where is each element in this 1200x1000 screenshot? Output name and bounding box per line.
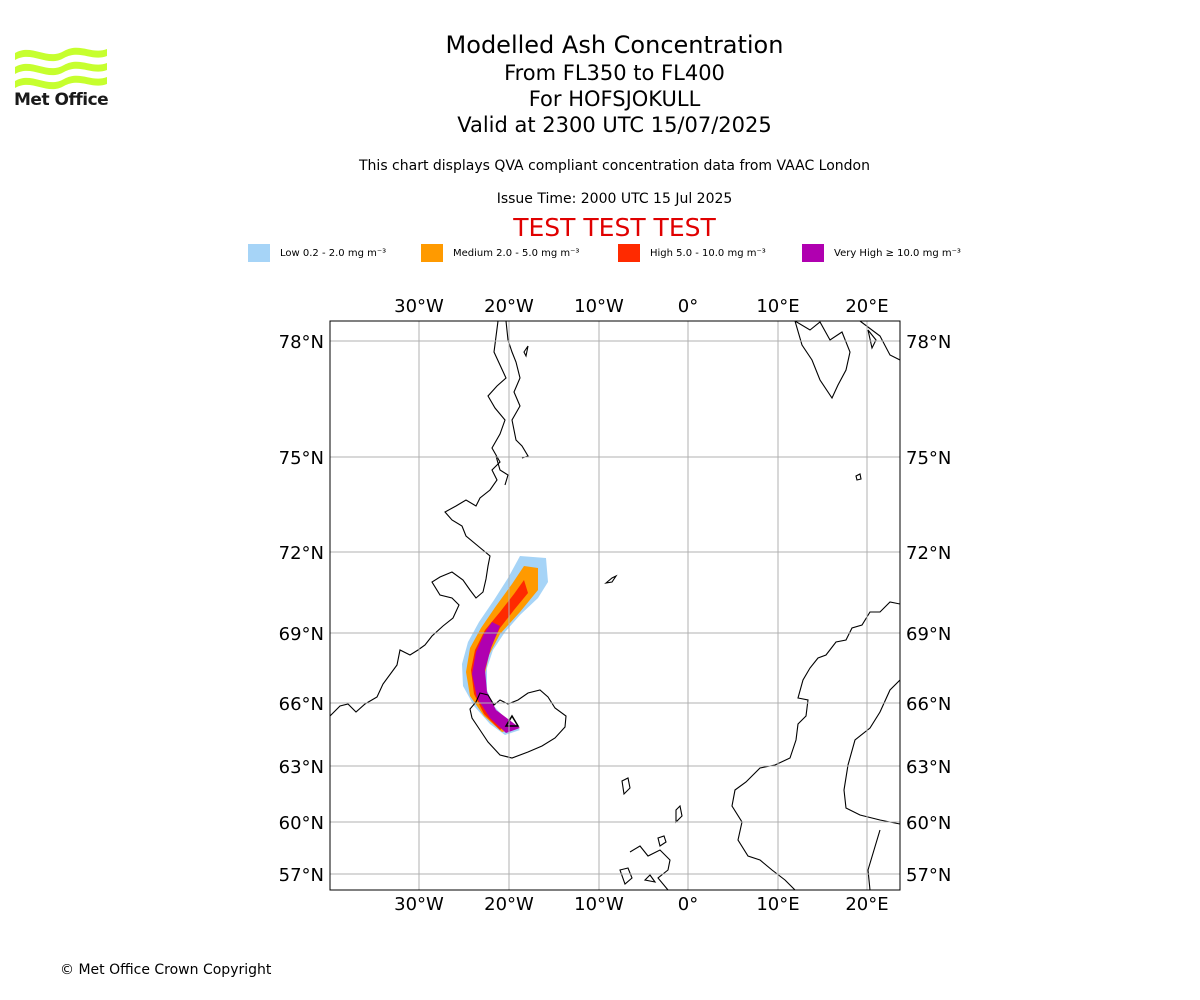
flight-level-range: From FL350 to FL400 (504, 61, 725, 85)
lon-tick-label-bottom: 10°E (756, 894, 799, 915)
lat-tick-label-right: 69°N (906, 624, 951, 645)
lon-tick-label-bottom: 10°W (574, 894, 624, 915)
lat-tick-label-right: 63°N (906, 757, 951, 778)
lat-tick-label-left: 57°N (279, 865, 324, 886)
legend-item-high: High 5.0 - 10.0 mg m⁻³ (618, 244, 766, 262)
lat-tick-label-right: 60°N (906, 813, 951, 834)
ash-very-high-region (472, 622, 520, 733)
legend-label-high: High 5.0 - 10.0 mg m⁻³ (650, 247, 766, 259)
scandinavia-coast (731, 601, 900, 890)
legend-item-very-high: Very High ≥ 10.0 mg m⁻³ (802, 244, 961, 262)
lon-tick-label-top: 20°W (484, 296, 534, 317)
title-block: Modelled Ash Concentration From FL350 to… (0, 30, 1200, 138)
valid-time: Valid at 2300 UTC 15/07/2025 (457, 113, 772, 137)
legend-label-low: Low 0.2 - 2.0 mg m⁻³ (280, 247, 387, 259)
lat-tick-label-left: 63°N (279, 757, 324, 778)
lon-tick-label-top: 10°W (574, 296, 624, 317)
lon-tick-label-bottom: 20°E (845, 894, 888, 915)
lat-tick-label-left: 72°N (279, 543, 324, 564)
lat-tick-label-right: 72°N (906, 543, 951, 564)
legend-swatch-low (248, 244, 270, 262)
test-banner: TEST TEST TEST (513, 213, 716, 242)
issue-time: Issue Time: 2000 UTC 15 Jul 2025 (496, 191, 733, 207)
lat-tick-label-left: 75°N (279, 448, 324, 469)
lat-tick-label-right: 57°N (906, 865, 951, 886)
tick-labels: 30°W 30°W 20°W 20°W 10°W 10°W 0° 0° 10°E 10°E 20°E… (279, 296, 952, 915)
lat-tick-label-left: 69°N (279, 624, 324, 645)
subtitle: This chart displays QVA compliant concen… (359, 158, 870, 174)
map-frame (329, 320, 901, 891)
lon-tick-label-bottom: 0° (678, 894, 698, 915)
legend-swatch-very-high (802, 244, 824, 262)
legend-swatch-high (618, 244, 640, 262)
lon-tick-label-top: 20°E (845, 296, 888, 317)
lon-tick-label-top: 10°E (756, 296, 799, 317)
legend-item-low: Low 0.2 - 2.0 mg m⁻³ (248, 244, 386, 262)
lat-tick-label-right: 75°N (906, 448, 951, 469)
met-office-logo-icon (15, 47, 107, 90)
lon-tick-label-top: 0° (678, 296, 698, 317)
lat-tick-label-left: 78°N (279, 332, 324, 353)
legend-label-medium: Medium 2.0 - 5.0 mg m⁻³ (453, 247, 580, 259)
lon-tick-label-top: 30°W (394, 296, 444, 317)
legend-swatch-medium (421, 244, 443, 262)
legend-label-very-high: Very High ≥ 10.0 mg m⁻³ (834, 247, 961, 259)
lon-tick-label-bottom: 20°W (484, 894, 534, 915)
lat-tick-label-left: 66°N (279, 694, 324, 715)
lon-tick-label-bottom: 30°W (394, 894, 444, 915)
lat-tick-label-right: 78°N (906, 332, 951, 353)
chart-title: Modelled Ash Concentration (445, 31, 784, 59)
map-background (330, 321, 900, 890)
legend-item-medium: Medium 2.0 - 5.0 mg m⁻³ (421, 244, 579, 262)
legend: Low 0.2 - 2.0 mg m⁻³ Medium 2.0 - 5.0 mg… (0, 244, 1200, 264)
lat-tick-label-left: 60°N (279, 813, 324, 834)
lat-tick-label-right: 66°N (906, 694, 951, 715)
copyright-notice: © Met Office Crown Copyright (60, 962, 272, 978)
volcano-name: For HOFSJOKULL (528, 87, 701, 111)
graticule (330, 321, 900, 890)
logo-wordmark: Met Office (14, 90, 109, 110)
